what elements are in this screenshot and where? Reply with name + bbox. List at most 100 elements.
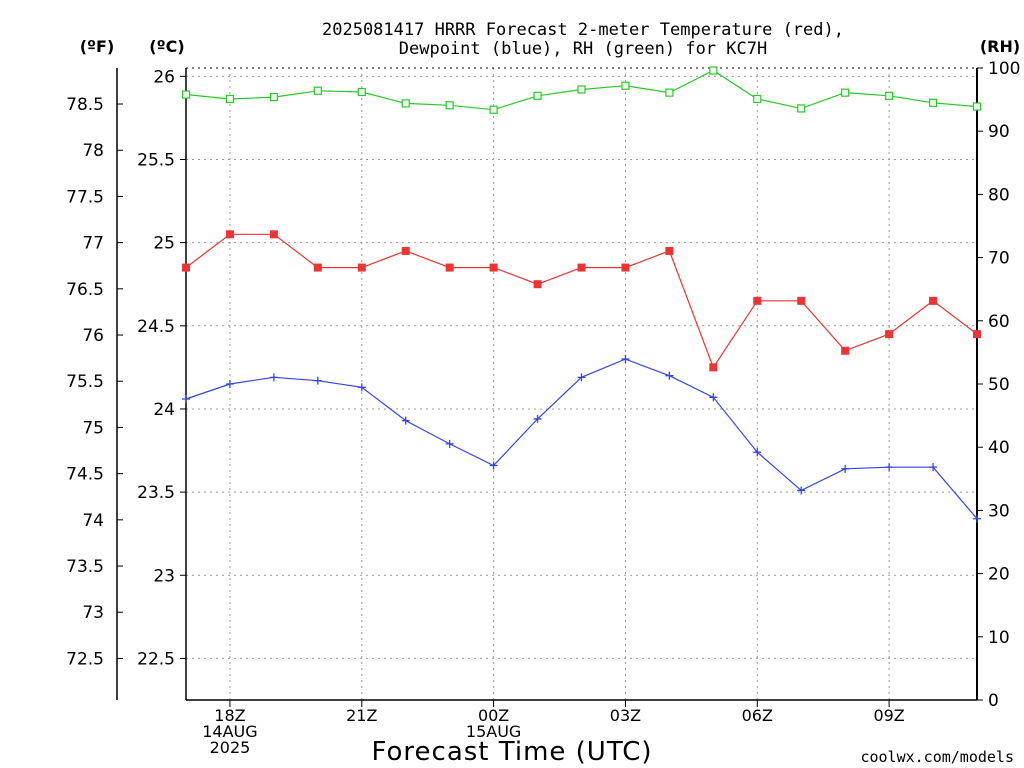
unit-fahrenheit: (ºF)	[80, 37, 115, 56]
rh-point	[928, 98, 938, 107]
dewpoint-point	[577, 373, 586, 382]
rh-tick-label: 10	[988, 628, 1010, 648]
time-tick-label: 09Z	[873, 706, 904, 725]
x-axis-label: Forecast Time (UTC)	[371, 737, 652, 767]
fahrenheit-tick-label: 73.5	[66, 557, 104, 577]
temperature-point	[533, 280, 542, 289]
rh-point	[797, 104, 806, 113]
rh-point	[445, 101, 454, 110]
celsius-tick-label: 24	[153, 400, 175, 420]
temperature-point	[577, 263, 586, 272]
rh-point	[885, 91, 894, 100]
dewpoint-point	[841, 464, 850, 473]
temperature-point	[797, 296, 806, 305]
rh-point	[489, 105, 498, 114]
fahrenheit-tick-label: 78.5	[66, 95, 104, 115]
fahrenheit-tick-label: 75.5	[66, 372, 104, 392]
rh-point	[709, 66, 718, 75]
time-tick-label: 06Z	[742, 706, 773, 725]
dewpoint-point	[665, 371, 674, 380]
temperature-point	[665, 246, 674, 255]
dewpoint-point	[621, 355, 630, 364]
rh-tick-label: 70	[988, 249, 1010, 269]
rh-tick-label: 0	[988, 691, 999, 711]
temperature-point	[973, 330, 981, 339]
rh-tick-label: 80	[988, 185, 1010, 205]
temperature-point	[401, 246, 410, 255]
rh-tick-label: 50	[988, 375, 1010, 395]
dewpoint-point	[973, 514, 981, 523]
fahrenheit-tick-label: 78	[82, 141, 104, 161]
fahrenheit-tick-label: 72.5	[66, 649, 104, 669]
time-tick-label: 00Z	[478, 706, 509, 725]
grid	[186, 68, 977, 700]
rh-point	[225, 94, 235, 104]
celsius-tick-label: 22.5	[137, 649, 175, 669]
dewpoint-point	[182, 394, 190, 403]
rh-tick-label: 40	[988, 438, 1010, 458]
rh-point	[621, 81, 630, 90]
dewpoint-point	[269, 373, 278, 382]
celsius-tick-label: 25	[153, 234, 175, 254]
temperature-point	[841, 346, 850, 355]
dewpoint-point	[225, 380, 234, 388]
rh-point	[269, 92, 278, 102]
chart-title: 2025081417 HRRR Forecast 2-meter Tempera…	[322, 20, 844, 40]
dewpoint-series-line	[185, 358, 978, 520]
chart-subtitle: Dewpoint (blue), RH (green) for KC7H	[399, 39, 767, 59]
dewpoint-point	[357, 383, 366, 392]
fahrenheit-tick-label: 75	[82, 418, 104, 438]
temperature-series-line	[185, 233, 978, 369]
time-tick-label: 18Z	[214, 706, 245, 725]
temperature-point	[357, 263, 366, 272]
credit-text: coolwx.com/models	[860, 748, 1014, 766]
temperature-point	[709, 363, 718, 372]
fahrenheit-tick-label: 77.5	[66, 187, 104, 207]
temperature-point	[489, 263, 498, 272]
rh-point	[357, 87, 366, 97]
rh-point	[533, 91, 542, 100]
rh-point	[181, 90, 191, 99]
unit-celsius: (ºC)	[149, 37, 184, 56]
dewpoint-point	[489, 461, 498, 470]
time-tick-label: 03Z	[610, 706, 641, 725]
celsius-tick-label: 24.5	[137, 317, 175, 337]
rh-point	[577, 85, 586, 94]
rh-point	[313, 86, 322, 95]
rh-point	[665, 88, 674, 97]
time-tick-label: 14AUG	[202, 722, 257, 741]
temperature-point	[621, 263, 630, 272]
fahrenheit-tick-label: 76	[82, 326, 104, 346]
unit-rh: (RH)	[980, 37, 1020, 56]
temperature-point	[445, 263, 454, 272]
dewpoint-point	[885, 463, 894, 472]
rh-tick-label: 60	[988, 312, 1010, 332]
dewpoint-point	[401, 416, 410, 425]
temperature-point	[753, 296, 762, 305]
dewpoint-point	[929, 463, 938, 472]
rh-point	[401, 99, 410, 108]
temperature-point	[269, 230, 278, 239]
fahrenheit-tick-label: 74.5	[66, 465, 104, 485]
time-tick-label: 21Z	[346, 706, 377, 725]
dewpoint-point	[313, 376, 322, 385]
temperature-point	[225, 230, 234, 239]
temperature-point	[313, 263, 322, 272]
temperature-point	[885, 330, 894, 339]
time-tick-label: 15AUG	[466, 722, 521, 741]
rh-tick-label: 20	[988, 565, 1010, 585]
rh-tick-label: 90	[988, 122, 1010, 142]
celsius-tick-label: 26	[153, 67, 175, 87]
rh-point	[753, 94, 762, 104]
temperature-point	[182, 263, 190, 272]
fahrenheit-tick-label: 73	[82, 603, 104, 623]
rh-tick-label: 30	[988, 501, 1010, 521]
rh-point	[972, 102, 982, 111]
series-layer	[181, 66, 982, 523]
dewpoint-point	[753, 448, 762, 457]
dewpoint-point	[797, 486, 806, 495]
dewpoint-point	[709, 393, 718, 402]
dewpoint-point	[445, 439, 454, 448]
